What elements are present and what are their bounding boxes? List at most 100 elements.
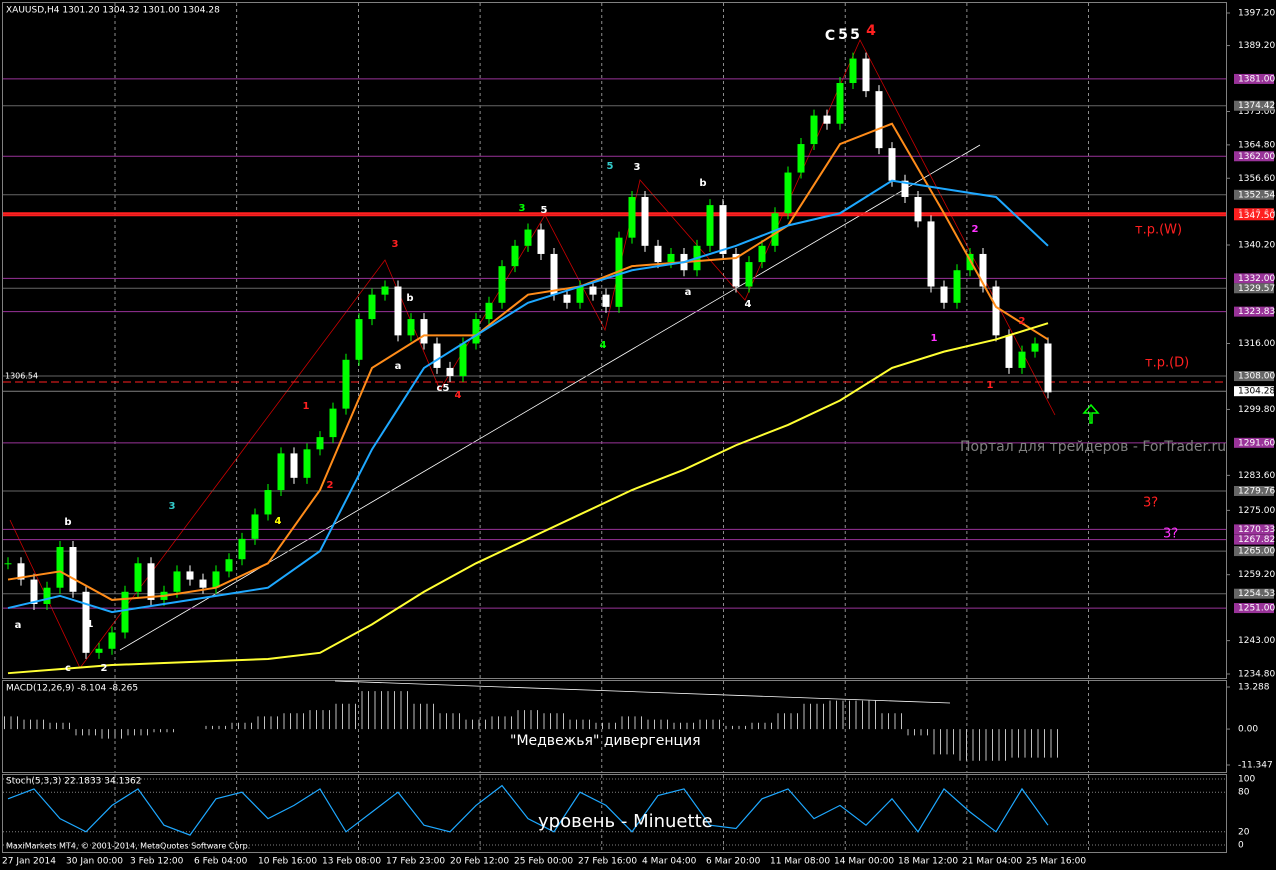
x-tick-label: 6 Feb 04:00: [194, 857, 248, 867]
candle: [355, 319, 363, 360]
wave-label: 1: [987, 380, 994, 391]
level-box: [1234, 524, 1274, 535]
candle: [810, 115, 818, 145]
level-box: [1234, 189, 1274, 200]
candle: [459, 343, 467, 377]
wave-label: b: [699, 178, 706, 189]
candle: [134, 563, 142, 592]
level-label: 1270.33: [1238, 525, 1275, 535]
level-label: 1308.00: [1238, 372, 1275, 382]
x-tick-label: 17 Feb 23:00: [386, 857, 445, 867]
y-tick-label: 1397.20: [1238, 9, 1275, 19]
candle: [758, 245, 766, 263]
candle: [316, 437, 324, 450]
candle: [485, 302, 493, 320]
candle: [589, 286, 597, 295]
wave-label: 5: [541, 205, 548, 216]
wave-label: 5: [850, 27, 860, 43]
wave-label: 2: [101, 663, 108, 674]
candle: [420, 319, 428, 344]
candle: [381, 286, 389, 295]
wave-label: c: [65, 663, 71, 674]
candle: [667, 253, 675, 263]
wave-label: c5: [437, 383, 450, 394]
level-label: 1323.83: [1238, 307, 1275, 317]
wave-label: a: [395, 361, 402, 372]
level-box: [1234, 588, 1274, 599]
x-tick-label: 6 Mar 20:00: [706, 857, 761, 867]
level-box: [1234, 546, 1274, 557]
level-box: [1234, 273, 1274, 284]
candle: [251, 514, 259, 539]
x-tick-label: 14 Mar 00:00: [834, 857, 894, 867]
candle: [433, 343, 441, 368]
candle: [225, 559, 233, 572]
candle: [511, 245, 519, 267]
x-tick-label: 3 Feb 12:00: [130, 857, 184, 867]
candle: [43, 587, 51, 604]
level-label: 1251.00: [1238, 604, 1275, 614]
x-tick-label: 10 Feb 16:00: [258, 857, 317, 867]
target-d: т.р.(D): [1145, 356, 1189, 371]
wave-label: 2: [327, 480, 334, 491]
candle: [537, 229, 545, 254]
stoch-tick-label: 0: [1238, 841, 1244, 851]
wave-label: 2: [972, 224, 979, 235]
candle: [17, 563, 25, 580]
wave-label: 4: [745, 299, 752, 310]
level-label: 1381.00: [1238, 74, 1275, 84]
level-box: [1234, 534, 1274, 545]
candle: [1031, 343, 1039, 352]
candle: [498, 266, 506, 303]
panel-borders: [2, 2, 1227, 853]
x-tick-label: 27 Feb 16:00: [578, 857, 637, 867]
wave-label: 4: [275, 516, 282, 527]
copyright: MaxiMarkets MT4, © 2001-2014, MetaQuotes…: [6, 842, 250, 851]
divergence-line: [334, 680, 951, 704]
level-label: 1374.42: [1238, 101, 1275, 111]
candle: [836, 83, 844, 124]
candle: [56, 547, 64, 588]
y-tick-label: 1259.20: [1238, 570, 1275, 580]
candle: [823, 115, 831, 124]
candle: [121, 591, 129, 633]
candle: [342, 359, 350, 409]
candle: [862, 58, 870, 92]
candle: [1044, 343, 1052, 393]
target-w: т.р.(W): [1135, 223, 1182, 238]
x-tick-label: 4 Mar 04:00: [642, 857, 697, 867]
candle: [264, 490, 272, 515]
divergence-text: "Медвежья" дивергенция: [510, 733, 701, 749]
candle: [173, 571, 181, 592]
dashed-level-label: 1306.54: [5, 372, 38, 381]
level-box: [1234, 486, 1274, 497]
candle: [407, 319, 415, 336]
x-tick-label: 25 Mar 16:00: [1026, 857, 1086, 867]
candle: [927, 221, 935, 287]
candle: [576, 286, 584, 303]
candle: [745, 262, 753, 287]
current-label: 1304.28: [1238, 387, 1275, 397]
candle: [368, 294, 376, 320]
level-box: [1234, 306, 1274, 317]
candle: [888, 148, 896, 181]
candle: [524, 229, 532, 246]
y-tick-label: 1283.60: [1238, 471, 1275, 481]
level-label: 1291.60: [1238, 438, 1275, 448]
wave-label: 3: [519, 203, 526, 214]
wave-label: 2: [1019, 316, 1026, 327]
y-tick-label: 1356.60: [1238, 174, 1275, 184]
level-label: 1329.57: [1238, 284, 1275, 294]
wave-label: 3: [169, 501, 176, 512]
candle: [732, 253, 740, 287]
candle: [108, 632, 116, 649]
level-label: 1265.00: [1238, 547, 1275, 557]
candle: [914, 196, 922, 222]
candle: [212, 571, 220, 588]
candle: [706, 205, 714, 246]
candle: [186, 571, 194, 580]
y-tick-label: 1389.20: [1238, 41, 1275, 51]
wave-label: a: [685, 287, 692, 298]
candle: [654, 245, 662, 263]
